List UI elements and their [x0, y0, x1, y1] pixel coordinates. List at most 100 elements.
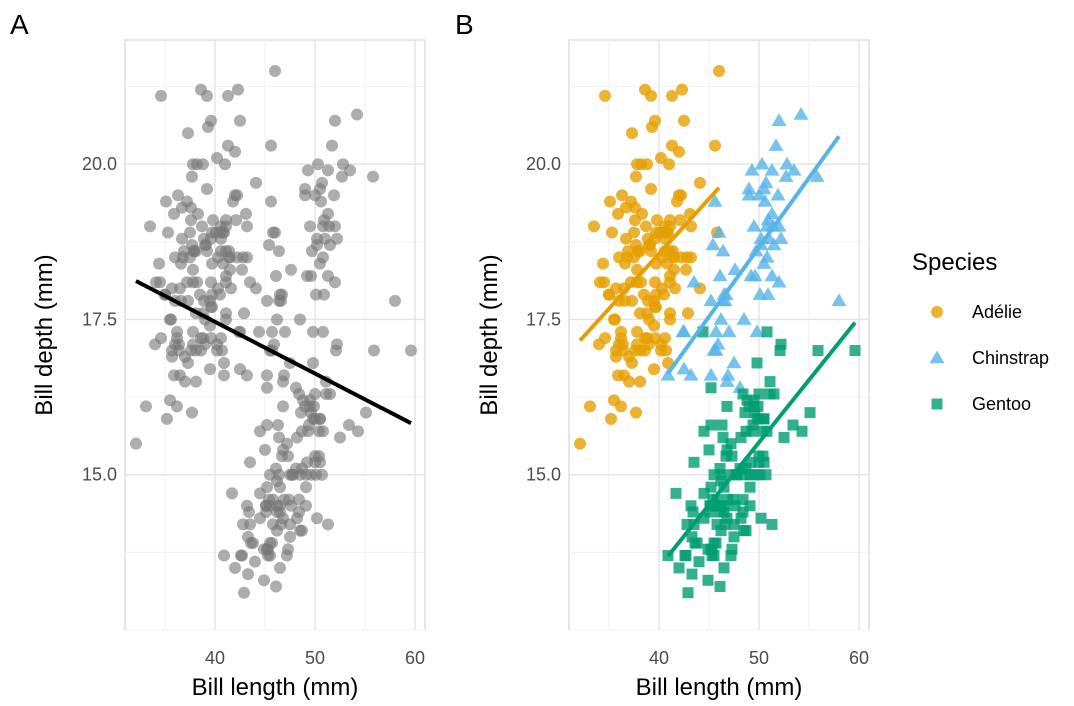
- panel-b-point-gentoo: [849, 345, 861, 357]
- panel-b-point-gentoo: [722, 494, 734, 506]
- panel-a-x-ticks: 40 50 60: [205, 648, 425, 668]
- panel-b-point-gentoo: [753, 388, 765, 400]
- panel-a-point: [220, 313, 232, 326]
- panel-a-point: [222, 89, 234, 102]
- panel-b-point-chinstrap: [676, 324, 692, 338]
- panel-b-point-adlie: [626, 127, 638, 140]
- panel-a-point: [206, 288, 218, 301]
- panel-a-point: [290, 462, 302, 475]
- panel-a-point: [232, 83, 244, 96]
- panel-b-point-adlie: [682, 307, 694, 320]
- panel-a-point: [311, 512, 323, 525]
- panel-b-point-adlie: [666, 139, 678, 152]
- panel-b-point-gentoo: [698, 425, 710, 437]
- panel-b-point-gentoo: [744, 481, 756, 493]
- panel-a-point: [261, 481, 273, 494]
- panel-a-point: [241, 251, 253, 264]
- legend-items: Adélie Chinstrap Gentoo: [929, 302, 1049, 414]
- panel-b-point-adlie: [625, 195, 637, 208]
- panel-b-point-adlie: [664, 313, 676, 326]
- panel-a-point: [226, 487, 238, 500]
- panel-b-point-gentoo: [758, 456, 770, 468]
- panel-b-y-tick-label: 20.0: [526, 154, 561, 174]
- panel-b-point-chinstrap: [746, 218, 762, 232]
- panel-b-point-gentoo: [737, 506, 749, 518]
- panel-a-point: [182, 356, 194, 369]
- panel-a-point: [211, 152, 223, 164]
- panel-a-point: [165, 313, 177, 326]
- panel-b-point-adlie: [685, 251, 697, 264]
- panel-a-point: [313, 425, 325, 438]
- panel-b-point-chinstrap: [703, 293, 719, 307]
- panel-b-point-gentoo: [738, 525, 750, 537]
- panel-a-point: [206, 301, 218, 314]
- panel-b-point-gentoo: [741, 394, 753, 406]
- panel-a-point: [218, 549, 230, 562]
- panel-a-point: [316, 468, 328, 481]
- panel-a-point: [244, 518, 256, 531]
- panel-b-point-gentoo: [703, 444, 715, 456]
- panel-a-point: [155, 89, 167, 102]
- panel-b-point-gentoo: [745, 456, 757, 468]
- panel-b-point-gentoo: [706, 549, 718, 561]
- panel-b-point-adlie: [645, 183, 657, 196]
- panel-b-point-gentoo: [715, 475, 727, 487]
- panel-a-point: [140, 400, 152, 413]
- panel-b-point-gentoo: [726, 450, 738, 462]
- panel-a-point: [243, 506, 255, 518]
- panel-a-point: [234, 114, 246, 127]
- legend: Species Adélie Chinstrap Gentoo: [912, 249, 1049, 414]
- panel-b-point-adlie: [612, 369, 624, 382]
- panel-a-point: [169, 338, 181, 351]
- panel-a-point: [249, 555, 261, 568]
- panel-a-point: [271, 313, 283, 326]
- panel-a-label: A: [10, 9, 29, 40]
- panel-b-point-chinstrap: [764, 268, 780, 282]
- panel-b-y-tick-label: 17.5: [526, 309, 561, 329]
- panel-a-point: [297, 394, 309, 407]
- panel-b-point-adlie: [649, 114, 661, 127]
- panel-a-point: [172, 189, 184, 202]
- panel-b-point-chinstrap: [752, 287, 768, 300]
- panel-a-point: [244, 456, 256, 469]
- panel-a-point: [317, 325, 329, 338]
- panel-b: B 40 50 60 15.0 17.5 20.0 Bill length (mm) B…: [455, 9, 870, 701]
- panel-a-point: [192, 207, 204, 220]
- panel-a-point: [352, 425, 364, 438]
- panel-a-point: [176, 232, 188, 245]
- panel-b-point-gentoo: [778, 431, 790, 443]
- panel-b-point-adlie: [709, 139, 721, 152]
- panel-a-point: [154, 276, 166, 289]
- panel-a-y-tick-label: 15.0: [82, 465, 117, 485]
- panel-b-point-gentoo: [812, 345, 824, 357]
- panel-a-point: [317, 251, 329, 264]
- panel-b-point-adlie: [593, 338, 605, 351]
- panel-b-point-gentoo: [670, 487, 682, 499]
- panel-b-point-chinstrap: [736, 311, 752, 325]
- panel-b-point-adlie: [604, 195, 616, 208]
- panel-a-point: [238, 307, 250, 320]
- panel-a-x-tick-label: 50: [305, 648, 325, 668]
- panel-b-point-gentoo: [708, 469, 720, 481]
- panel-a-point: [270, 580, 282, 593]
- panel-a-point: [253, 325, 265, 338]
- panel-b-point-adlie: [623, 375, 635, 388]
- panel-b-point-gentoo: [686, 568, 698, 580]
- panel-a-point: [295, 406, 307, 419]
- legend-label-adlie: Adélie: [972, 302, 1022, 322]
- panel-b-point-gentoo: [687, 506, 699, 518]
- panel-b-point-adlie: [678, 114, 690, 127]
- panel-a-point: [266, 325, 278, 338]
- panel-b-point-adlie: [638, 288, 650, 301]
- panel-b-point-chinstrap: [660, 367, 676, 381]
- panel-b-point-gentoo: [721, 400, 733, 412]
- panel-a-x-axis-title: Bill length (mm): [192, 674, 359, 701]
- panel-a-point: [263, 238, 275, 251]
- panel-a-point: [182, 127, 194, 140]
- panel-b-point-gentoo: [720, 450, 732, 462]
- panel-a-point: [281, 437, 293, 450]
- panel-b-point-chinstrap: [771, 113, 787, 126]
- panel-a-point: [285, 263, 297, 276]
- panel-b-point-chinstrap: [708, 343, 724, 356]
- legend-label-gentoo: Gentoo: [972, 394, 1031, 414]
